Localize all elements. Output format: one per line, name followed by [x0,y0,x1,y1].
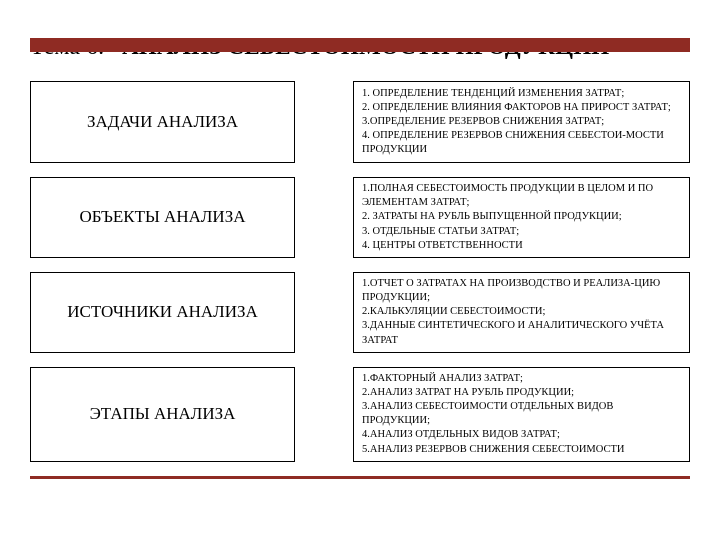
list-item: 2. ОПРЕДЕЛЕНИЕ ВЛИЯНИЯ ФАКТОРОВ НА ПРИРО… [362,101,681,115]
list-item: 1.ПОЛНАЯ СЕБЕСТОИМОСТЬ ПРОДУКЦИИ В ЦЕЛОМ… [362,182,681,210]
content: ЗАДАЧИ АНАЛИЗА 1. ОПРЕДЕЛЕНИЕ ТЕНДЕНЦИЙ … [30,81,690,479]
details-stages: 1.ФАКТОРНЫЙ АНАЛИЗ ЗАТРАТ; 2.АНАЛИЗ ЗАТР… [353,367,690,462]
top-accent-bar [30,38,690,52]
list-item: 3. ОТДЕЛЬНЫЕ СТАТЬИ ЗАТРАТ; [362,225,681,239]
details-sources: 1.ОТЧЕТ О ЗАТРАТАХ НА ПРОИЗВОДСТВО И РЕА… [353,272,690,353]
list-item: 4. ОПРЕДЕЛЕНИЕ РЕЗЕРВОВ СНИЖЕНИЯ СЕБЕСТО… [362,129,681,157]
details-tasks: 1. ОПРЕДЕЛЕНИЕ ТЕНДЕНЦИЙ ИЗМЕНЕНИЯ ЗАТРА… [353,81,690,163]
list-item: 4. ЦЕНТРЫ ОТВЕТСТВЕННОСТИ [362,239,681,253]
list-item: 2. ЗАТРАТЫ НА РУБЛЬ ВЫПУЩЕННОЙ ПРОДУКЦИИ… [362,210,681,224]
slide: Тема 6. АНАЛИЗ СЕБЕСТОИМОСТИ ПРОДУКЦИИ З… [0,34,720,540]
list-item: 1.ФАКТОРНЫЙ АНАЛИЗ ЗАТРАТ; [362,372,681,386]
list-item: 4.АНАЛИЗ ОТДЕЛЬНЫХ ВИДОВ ЗАТРАТ; [362,428,681,442]
row-objects: ОБЪЕКТЫ АНАЛИЗА 1.ПОЛНАЯ СЕБЕСТОИМОСТЬ П… [30,177,690,258]
list-item: 2.АНАЛИЗ ЗАТРАТ НА РУБЛЬ ПРОДУКЦИИ; [362,386,681,400]
bottom-accent-rule [30,476,690,479]
row-sources: ИСТОЧНИКИ АНАЛИЗА 1.ОТЧЕТ О ЗАТРАТАХ НА … [30,272,690,353]
details-objects: 1.ПОЛНАЯ СЕБЕСТОИМОСТЬ ПРОДУКЦИИ В ЦЕЛОМ… [353,177,690,258]
label-sources: ИСТОЧНИКИ АНАЛИЗА [30,272,295,353]
label-objects: ОБЪЕКТЫ АНАЛИЗА [30,177,295,258]
list-item: 1.ОТЧЕТ О ЗАТРАТАХ НА ПРОИЗВОДСТВО И РЕА… [362,277,681,305]
list-item: 3.ОПРЕДЕЛЕНИЕ РЕЗЕРВОВ СНИЖЕНИЯ ЗАТРАТ; [362,115,681,129]
list-item: 3.ДАННЫЕ СИНТЕТИЧЕСКОГО И АНАЛИТИЧЕСКОГО… [362,319,681,347]
label-stages: ЭТАПЫ АНАЛИЗА [30,367,295,462]
list-item: 1. ОПРЕДЕЛЕНИЕ ТЕНДЕНЦИЙ ИЗМЕНЕНИЯ ЗАТРА… [362,87,681,101]
list-item: 2.КАЛЬКУЛЯЦИИ СЕБЕСТОИМОСТИ; [362,305,681,319]
row-stages: ЭТАПЫ АНАЛИЗА 1.ФАКТОРНЫЙ АНАЛИЗ ЗАТРАТ;… [30,367,690,462]
list-item: 5.АНАЛИЗ РЕЗЕРВОВ СНИЖЕНИЯ СЕБЕСТОИМОСТИ [362,443,681,457]
label-tasks: ЗАДАЧИ АНАЛИЗА [30,81,295,163]
list-item: 3.АНАЛИЗ СЕБЕСТОИМОСТИ ОТДЕЛЬНЫХ ВИДОВ П… [362,400,681,428]
row-tasks: ЗАДАЧИ АНАЛИЗА 1. ОПРЕДЕЛЕНИЕ ТЕНДЕНЦИЙ … [30,81,690,163]
